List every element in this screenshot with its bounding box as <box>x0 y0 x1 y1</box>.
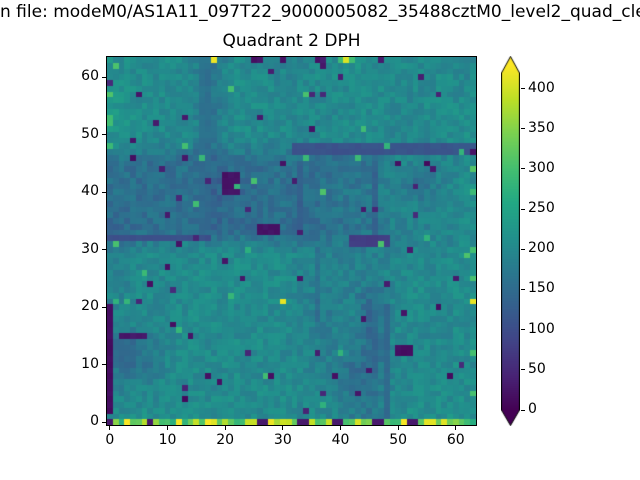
colorbar-tick-mark <box>521 168 525 170</box>
x-tick-mark <box>455 426 457 430</box>
axes-title: Quadrant 2 DPH <box>222 31 361 51</box>
x-tick-mark <box>109 426 111 430</box>
colorbar-tick-mark <box>521 248 525 250</box>
y-tick-mark <box>102 191 106 193</box>
colorbar-tick-mark <box>521 288 525 290</box>
colorbar-tick-label: 200 <box>528 240 555 257</box>
y-tick-mark <box>102 364 106 366</box>
colorbar-tick-mark <box>521 208 525 210</box>
x-tick-label: 40 <box>331 432 350 448</box>
dph-heatmap-canvas <box>106 56 477 426</box>
colorbar-tick-mark <box>521 128 525 130</box>
x-tick-mark <box>340 426 341 430</box>
colorbar-tick-label: 400 <box>528 79 555 96</box>
x-tick-label: 20 <box>216 432 235 448</box>
colorbar-tick-mark <box>521 409 525 411</box>
x-tick-mark <box>282 426 284 430</box>
y-tick-mark <box>102 306 106 308</box>
colorbar-tick-label: 300 <box>528 159 555 176</box>
colorbar-tick-mark <box>521 329 525 331</box>
colorbar-canvas <box>501 56 520 426</box>
colorbar-tick-label: 350 <box>528 119 555 136</box>
y-tick-mark <box>102 76 106 78</box>
x-tick-mark <box>167 426 169 430</box>
x-tick-label: 0 <box>105 432 115 448</box>
colorbar-tick-label: 250 <box>528 200 555 217</box>
colorbar-tick-mark <box>521 369 525 371</box>
colorbar-tick-label: 50 <box>528 360 546 377</box>
y-tick-mark <box>102 249 106 251</box>
y-tick-label: 60 <box>81 68 99 85</box>
colorbar-tick-label: 150 <box>528 280 555 297</box>
x-tick-mark <box>224 426 226 430</box>
x-tick-label: 30 <box>273 432 292 448</box>
y-tick-label: 40 <box>81 183 99 200</box>
figure-suptitle: n file: modeM0/AS1A11_097T22_9000005082_… <box>0 2 640 22</box>
y-tick-mark <box>102 421 106 423</box>
y-tick-label: 0 <box>90 413 99 430</box>
colorbar-tick-mark <box>521 88 525 89</box>
colorbar-tick-label: 0 <box>528 401 537 417</box>
x-tick-label: 10 <box>158 432 177 448</box>
x-tick-label: 60 <box>446 432 465 448</box>
x-tick-label: 50 <box>389 432 408 448</box>
y-tick-label: 10 <box>81 355 99 372</box>
y-tick-label: 30 <box>81 240 99 257</box>
y-tick-label: 20 <box>81 298 99 315</box>
y-tick-mark <box>102 134 106 136</box>
y-tick-label: 50 <box>81 125 99 142</box>
colorbar-tick-label: 100 <box>528 320 555 337</box>
x-tick-mark <box>397 426 399 430</box>
